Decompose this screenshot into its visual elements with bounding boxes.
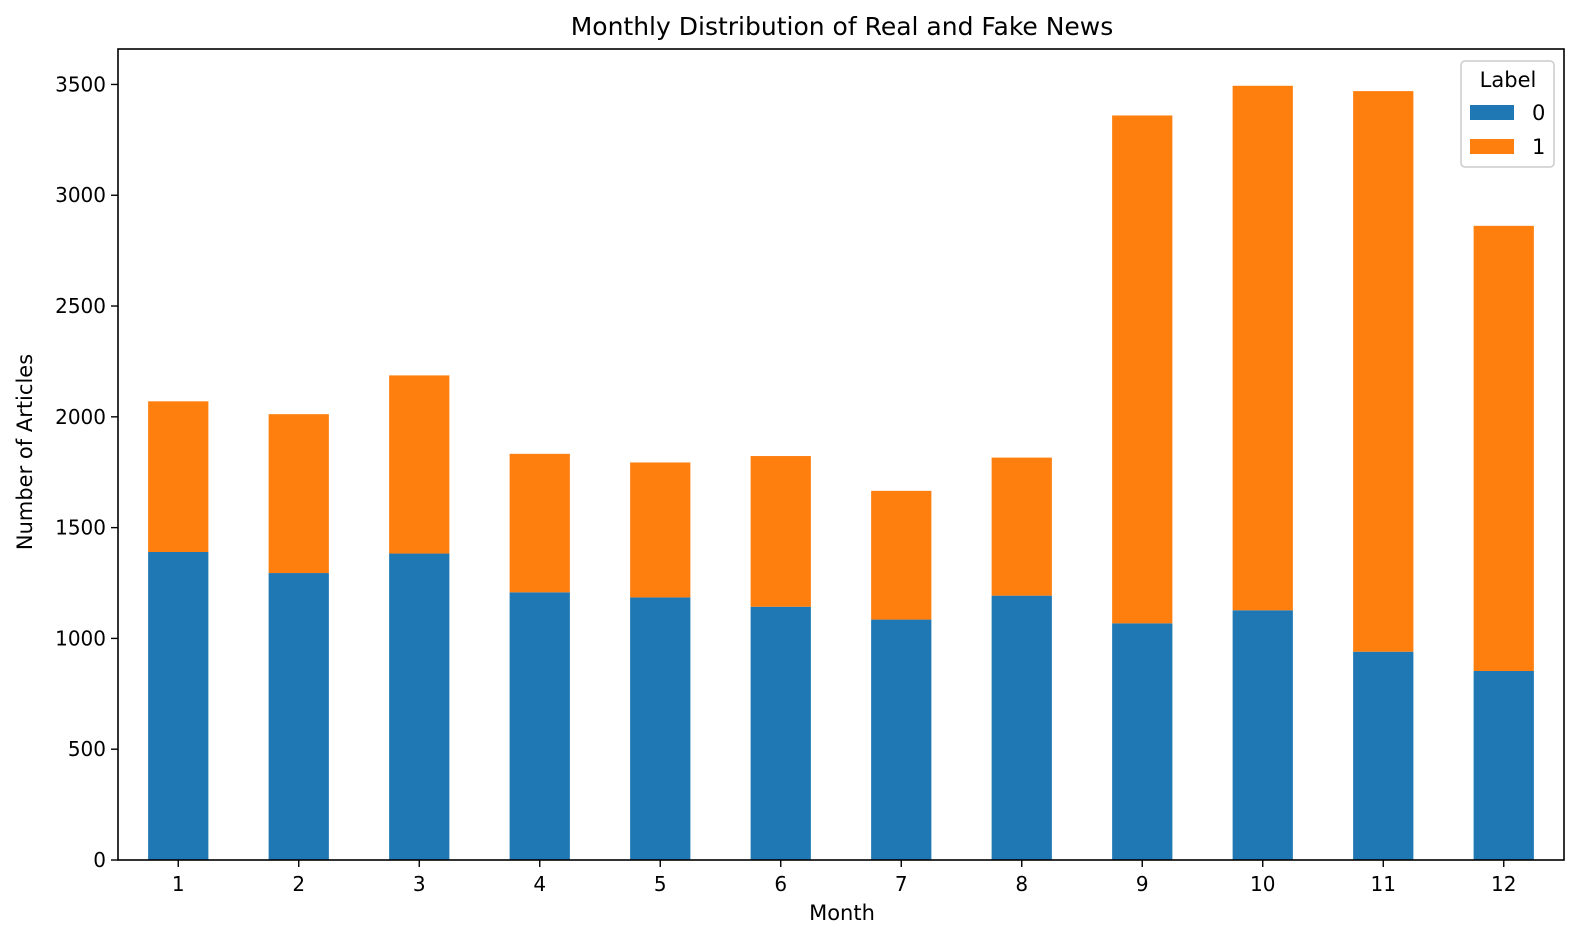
bar-month-2-label-0 xyxy=(268,573,329,860)
y-tick-label: 0 xyxy=(93,848,106,872)
bar-month-12-label-0 xyxy=(1473,670,1534,860)
bar-month-11-label-0 xyxy=(1353,651,1414,860)
bar-month-10-label-0 xyxy=(1232,610,1293,860)
y-tick-label: 3000 xyxy=(55,183,106,207)
x-tick-label: 1 xyxy=(172,872,185,896)
bar-month-11-label-1 xyxy=(1353,91,1414,652)
x-axis: 1 2 3 4 5 6 7 8 9 10 11 12 xyxy=(172,860,1516,896)
x-tick-label: 12 xyxy=(1491,872,1516,896)
bar-month-1-label-1 xyxy=(148,401,209,552)
x-tick-label: 6 xyxy=(774,872,787,896)
x-tick-label: 5 xyxy=(654,872,667,896)
bar-month-3-label-1 xyxy=(389,375,450,554)
bar-month-4-label-0 xyxy=(509,592,570,860)
legend-swatch-label-0 xyxy=(1470,105,1514,120)
legend-label-0: 0 xyxy=(1532,101,1545,125)
x-tick-label: 7 xyxy=(895,872,908,896)
bar-month-12-label-1 xyxy=(1473,225,1534,671)
legend-label-1: 1 xyxy=(1532,135,1545,159)
bar-month-7-label-0 xyxy=(871,619,932,860)
x-tick-label: 11 xyxy=(1371,872,1396,896)
y-tick-label: 1000 xyxy=(55,626,106,650)
bar-month-2-label-1 xyxy=(268,414,329,574)
y-tick-label: 2500 xyxy=(55,294,106,318)
y-tick-label: 3500 xyxy=(55,72,106,96)
bar-month-8-label-1 xyxy=(991,457,1052,596)
y-tick-label: 2000 xyxy=(55,405,106,429)
bar-month-7-label-1 xyxy=(871,490,932,620)
bar-month-9-label-0 xyxy=(1112,623,1173,860)
y-axis-title: Number of Articles xyxy=(13,354,37,550)
bar-month-1-label-0 xyxy=(148,551,209,860)
bar-month-3-label-0 xyxy=(389,553,450,860)
x-tick-label: 9 xyxy=(1136,872,1149,896)
bar-month-8-label-0 xyxy=(991,595,1052,860)
bar-month-9-label-1 xyxy=(1112,115,1173,624)
bar-month-10-label-1 xyxy=(1232,85,1293,611)
bar-month-4-label-1 xyxy=(509,453,570,593)
legend-title: Label xyxy=(1480,68,1537,92)
y-axis: 0 500 1000 1500 2000 2500 3000 3500 xyxy=(55,72,118,872)
x-tick-label: 4 xyxy=(533,872,546,896)
x-tick-label: 3 xyxy=(413,872,426,896)
bars xyxy=(148,85,1534,860)
x-tick-label: 8 xyxy=(1015,872,1028,896)
x-tick-label: 2 xyxy=(292,872,305,896)
bar-month-5-label-0 xyxy=(630,597,691,860)
x-axis-title: Month xyxy=(809,901,875,925)
x-tick-label: 10 xyxy=(1250,872,1275,896)
bar-month-6-label-1 xyxy=(750,456,811,607)
bar-month-5-label-1 xyxy=(630,462,691,598)
plot-area-frame xyxy=(117,48,1565,861)
y-tick-label: 1500 xyxy=(55,516,106,540)
legend-swatch-label-1 xyxy=(1470,139,1514,154)
bar-month-6-label-0 xyxy=(750,606,811,860)
legend: Label 0 1 xyxy=(1460,60,1555,168)
y-tick-label: 500 xyxy=(68,737,106,761)
chart-title: Monthly Distribution of Real and Fake Ne… xyxy=(571,12,1114,41)
